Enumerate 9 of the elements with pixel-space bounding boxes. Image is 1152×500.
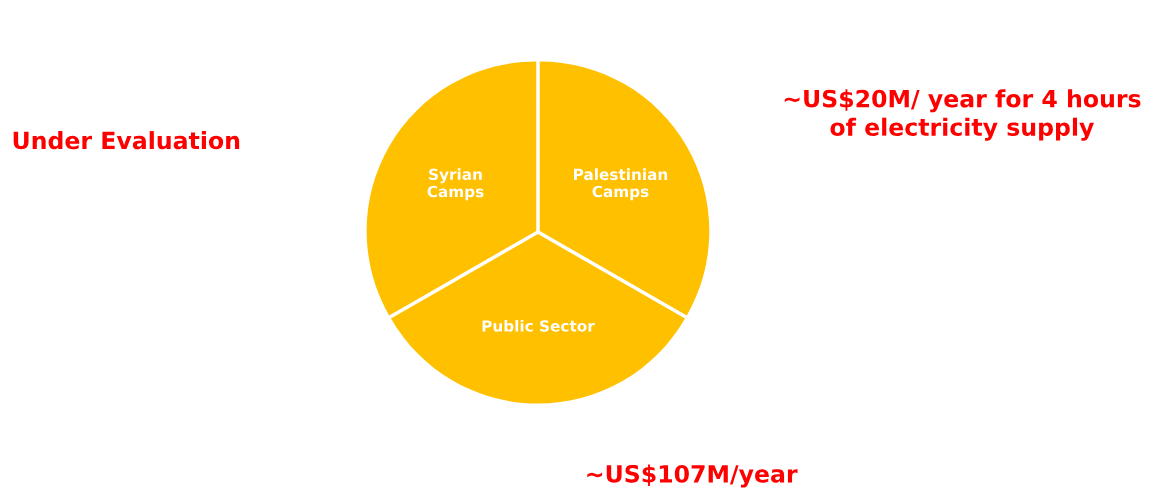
slice-label: Palestinian Camps <box>574 168 668 201</box>
slice-label: Syrian Camps <box>427 168 484 201</box>
pie-slice <box>539 61 710 316</box>
pie-slice <box>390 234 686 404</box>
text: ~US$20M/ year for 4 hours of electricity supply <box>784 89 1141 141</box>
text: ~US$107M/year <box>587 464 798 488</box>
pie-slice <box>366 61 537 316</box>
text: Under Evaluation <box>13 131 240 150</box>
slice-label: Public Sector <box>482 319 595 332</box>
